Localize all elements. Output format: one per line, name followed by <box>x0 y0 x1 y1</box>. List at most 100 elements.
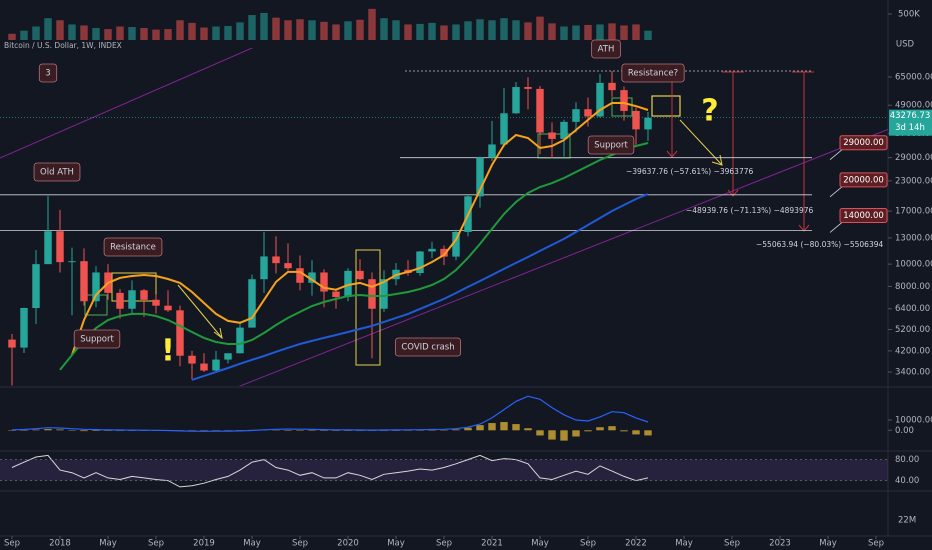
measurement-label: −48939.76 (−71.13%) −4893976 <box>686 206 813 215</box>
macd-histogram-bar <box>476 425 484 431</box>
rsi-tick-label: 80.00 <box>895 455 919 465</box>
x-tick-label: May <box>243 539 261 549</box>
x-tick-label: May <box>531 539 549 549</box>
highlight-mark: ! <box>161 334 175 369</box>
volume-bar <box>620 25 628 40</box>
volume-bar <box>284 20 292 40</box>
macd-histogram-bar <box>320 430 328 431</box>
volume-bar <box>500 18 508 40</box>
highlight-mark: ? <box>701 94 718 129</box>
x-tick-label: 2022 <box>625 539 647 549</box>
macd-histogram-bar <box>104 430 112 431</box>
macd-histogram-bar <box>8 430 16 431</box>
y-tick-label: 65000.00 <box>895 73 932 83</box>
candle-body <box>452 231 460 257</box>
moving-averages <box>59 102 649 381</box>
volume-bar <box>464 21 472 40</box>
callout-label: 3 <box>45 69 50 79</box>
y-tick-label: 13000.00 <box>895 233 932 243</box>
candle-body <box>20 307 28 348</box>
macd-histogram-bar <box>548 430 556 440</box>
macd-histogram-bar <box>272 429 280 431</box>
level-pointer <box>829 149 843 160</box>
candle-body <box>596 82 604 117</box>
volume-bar <box>32 26 40 40</box>
candle-body <box>608 82 616 91</box>
volume-bar <box>584 24 592 40</box>
level-label-box <box>839 135 888 151</box>
macd-histogram-bar <box>200 430 208 431</box>
volume-bar <box>152 29 160 40</box>
volume-bar <box>596 24 604 40</box>
volume-bar <box>80 25 88 40</box>
volume-bar <box>536 16 544 40</box>
macd-histogram-bar <box>524 428 532 431</box>
macd-histogram-bar <box>464 427 472 431</box>
callout-box <box>394 337 462 357</box>
volume-bar <box>212 26 220 40</box>
volume-bar <box>380 18 388 40</box>
macd-histogram-bar <box>428 429 436 431</box>
y-tick-label: 6400.00 <box>895 304 930 314</box>
volume-bar <box>176 20 184 40</box>
volume-bar <box>56 20 64 40</box>
y-tick-label: 17000.00 <box>895 207 932 217</box>
countdown-label: 3d 14h <box>895 123 925 133</box>
candle-body <box>32 264 40 308</box>
volume-bar <box>476 19 484 40</box>
x-tick-label: May <box>99 539 117 549</box>
candle-body <box>116 292 124 309</box>
macd-histogram-bar <box>308 430 316 431</box>
candle-body <box>536 88 544 133</box>
callout-label: ATH <box>598 45 615 55</box>
level-label: 14000.00 <box>843 211 884 221</box>
x-tick-label: Sep <box>724 539 740 549</box>
y-tick-label: 29000.00 <box>895 153 932 163</box>
candle-body <box>308 272 316 283</box>
macd-histogram-bar <box>572 430 580 437</box>
macd-histogram-bar <box>608 426 616 431</box>
candle-body <box>224 353 232 360</box>
moving-average <box>191 193 649 381</box>
candle-body <box>296 268 304 283</box>
candle-body <box>488 144 496 158</box>
callout-label: Old ATH <box>40 168 74 178</box>
level-label-box <box>839 172 888 188</box>
volume-bar <box>20 30 28 40</box>
callout-box <box>38 63 58 83</box>
volume-bar <box>392 20 400 40</box>
callout-box <box>33 162 81 182</box>
macd-histogram-bar <box>80 430 88 432</box>
y-tick-label: 23000.00 <box>895 176 932 186</box>
macd-histogram-bar <box>512 424 520 431</box>
volume-bar <box>356 19 364 40</box>
volume-bar <box>44 18 52 40</box>
y-tick-label: 8000.00 <box>895 282 930 292</box>
macd-histogram-bar <box>56 429 64 431</box>
macd-tick-label: 0.00 <box>895 426 914 436</box>
macd-histogram-bar <box>500 422 508 431</box>
macd-histogram-bar <box>560 430 568 441</box>
volume-bar <box>524 22 532 40</box>
volume-bar <box>260 12 268 40</box>
lower-panel-label: 22M <box>898 516 916 526</box>
candle-body <box>272 256 280 264</box>
volume-bar <box>572 25 580 40</box>
macd-histogram-bar <box>584 430 592 432</box>
rsi-line <box>11 454 649 488</box>
candle-body <box>620 90 628 111</box>
rsi-band <box>0 459 888 481</box>
macd-histogram-bar <box>620 430 628 432</box>
y-tick-label: 49000.00 <box>895 101 932 111</box>
candle-body <box>128 290 136 309</box>
callout-label: Resistance? <box>628 69 678 79</box>
candle-body <box>152 299 160 306</box>
candle-body <box>92 272 100 302</box>
measurement-label: −39637.76 (−57.61%) −3963776 <box>626 167 753 176</box>
level-label: 20000.00 <box>843 175 884 185</box>
volume-bar <box>368 8 376 40</box>
macd-histogram-bar <box>596 427 604 431</box>
volume-bar <box>404 24 412 40</box>
volume-bar <box>548 23 556 40</box>
volume-bar <box>344 21 352 40</box>
